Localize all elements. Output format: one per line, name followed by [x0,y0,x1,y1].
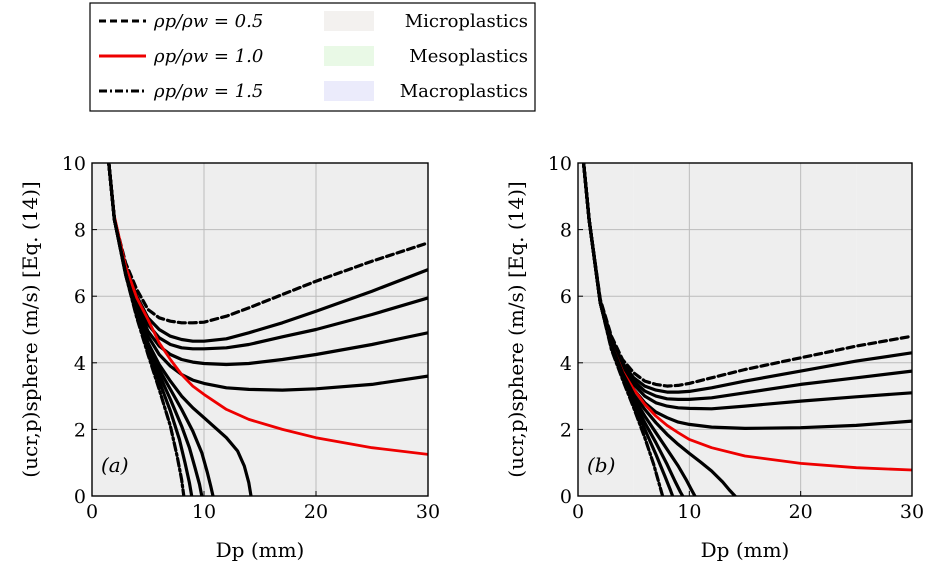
y-tick-label: 10 [548,153,572,175]
y-tick-label: 6 [74,286,86,308]
x-axis-label: Dp (mm) [701,538,790,562]
chart-panel: 0 10 20 30 0 2 4 6 8 10 (a) Dp (mm) (ucr,p)sphere (m… [18,153,440,562]
legend: ρp/ρw = 0.5 ρp/ρw = 1.0 ρp/ρw = 1.5 Microp… [89,2,536,112]
y-tick-label: 0 [74,486,86,508]
legend-region-swatch [324,81,374,101]
y-axis-label: (ucr,p)sphere (m/s) [Eq. (14)] [504,181,528,477]
y-axis-label: (ucr,p)sphere (m/s) [Eq. (14)] [18,181,42,477]
region-band [856,163,912,496]
x-tick-label: 20 [789,501,813,523]
legend-region-swatch [324,11,374,31]
y-tick-label: 6 [560,286,572,308]
region-band [633,163,857,496]
x-tick-label: 0 [86,501,98,523]
x-tick-label: 0 [572,501,584,523]
series-line [107,163,186,496]
legend-region-swatch [324,46,374,66]
series-line [107,163,428,325]
legend-line-label: ρp/ρw = 1.0 [153,46,263,67]
y-tick-label: 4 [560,353,572,375]
legend-line-label: ρp/ρw = 0.5 [153,11,263,32]
x-axis-label: Dp (mm) [216,538,305,562]
legend-region-label: Microplastics [405,11,528,32]
plot-frame [577,162,913,497]
plot-frame [91,162,429,497]
y-tick-label: 8 [560,220,572,242]
chart-panel: 0 10 20 30 0 2 4 6 8 10 (b) Dp (mm) (ucr,p)sphere (m… [504,153,924,562]
x-tick-label: 10 [677,501,701,523]
y-tick-label: 8 [74,220,86,242]
x-tick-label: 30 [416,501,440,523]
x-tick-label: 30 [900,501,924,523]
legend-region-label: Macroplastics [400,81,528,102]
panel-label: (b) [587,453,615,477]
series-line [107,163,428,456]
y-tick-label: 4 [74,353,86,375]
legend-frame [89,2,536,112]
x-tick-label: 10 [192,501,216,523]
legend-region-label: Mesoplastics [409,46,528,67]
y-tick-label: 0 [560,486,572,508]
y-tick-label: 10 [62,153,86,175]
series-line [581,163,665,496]
legend-line-label: ρp/ρw = 1.5 [153,81,263,102]
region-band [372,163,428,496]
y-tick-label: 2 [560,419,572,441]
region-band [92,163,148,496]
y-tick-label: 2 [74,419,86,441]
panel-label: (a) [101,453,129,477]
x-tick-label: 20 [304,501,328,523]
